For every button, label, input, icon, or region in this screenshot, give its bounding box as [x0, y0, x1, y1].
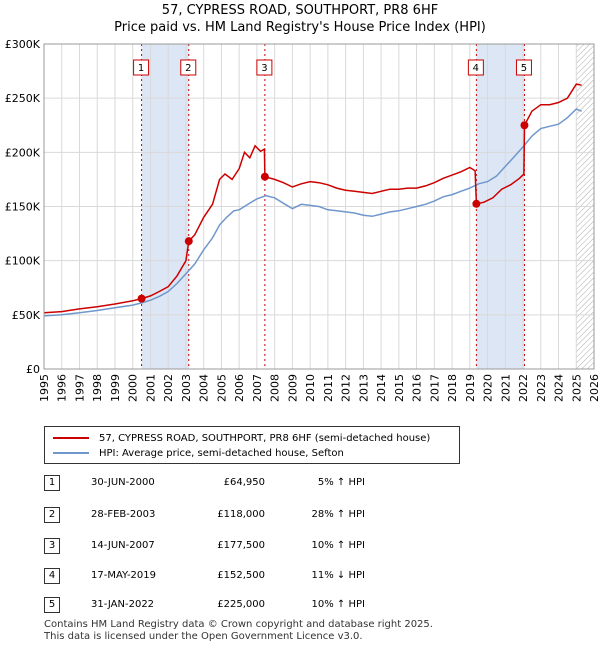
- x-tick-label: 2023: [535, 374, 548, 402]
- x-tick-label: 1997: [73, 374, 86, 402]
- x-tick-label: 2002: [162, 374, 175, 402]
- x-tick-label: 2026: [588, 374, 600, 402]
- y-tick-label: £0: [26, 363, 40, 376]
- x-tick-label: 1995: [38, 374, 51, 402]
- x-tick-label: 2005: [215, 374, 228, 402]
- x-tick-label: 2012: [340, 374, 353, 402]
- transaction-price: £152,500: [217, 570, 265, 581]
- x-tick-label: 2018: [446, 374, 459, 402]
- transaction-date: 30-JUN-2000: [91, 477, 155, 488]
- x-tick-label: 2003: [180, 374, 193, 402]
- transaction-marker: 4: [44, 568, 60, 584]
- x-tick-label: 2011: [322, 374, 335, 402]
- x-tick-label: 2019: [464, 374, 477, 402]
- legend-item-property: 57, CYPRESS ROAD, SOUTHPORT, PR8 6HF (se…: [53, 431, 430, 445]
- x-tick-label: 2014: [375, 374, 388, 402]
- y-tick-label: £200K: [5, 146, 41, 159]
- y-tick-label: £300K: [5, 38, 41, 51]
- sale-point: [472, 199, 481, 208]
- sale-point: [260, 172, 269, 181]
- chart-title: 57, CYPRESS ROAD, SOUTHPORT, PR8 6HF: [161, 3, 439, 18]
- legend-swatch-hpi: [53, 452, 89, 454]
- x-tick-label: 2020: [482, 374, 495, 402]
- footer-copyright: Contains HM Land Registry data © Crown c…: [44, 619, 433, 630]
- y-tick-label: £100K: [5, 255, 41, 268]
- transaction-marker: 5: [44, 597, 60, 613]
- transaction-date: 17-MAY-2019: [91, 570, 157, 581]
- transaction-marker: 3: [44, 538, 60, 554]
- x-tick-label: 2000: [127, 374, 140, 402]
- x-tick-label: 1999: [109, 374, 122, 402]
- chart-subtitle: Price paid vs. HM Land Registry's House …: [114, 20, 486, 35]
- x-tick-label: 2013: [357, 374, 370, 402]
- plot-border: [43, 43, 595, 370]
- sale-label-box: [133, 59, 150, 76]
- x-tick-label: 2004: [198, 374, 211, 402]
- transaction-marker: 2: [44, 507, 60, 523]
- sale-label-box: [180, 59, 197, 76]
- x-tick-label: 2008: [269, 374, 282, 402]
- sale-label: 4: [473, 63, 479, 74]
- transaction-price: £118,000: [217, 509, 265, 520]
- transaction-hpi-diff: 10% ↑ HPI: [311, 540, 365, 551]
- y-tick-label: £50K: [12, 309, 41, 322]
- sale-point: [137, 294, 146, 303]
- sale-label-box: [256, 59, 273, 76]
- sale-point: [184, 237, 193, 246]
- price-chart: 1 2 3 4 5 £0 £50K £100K £150K £200K £250K £300K 1995…: [5, 38, 600, 402]
- property-series-line: [43, 83, 582, 314]
- x-tick-label: 2001: [144, 374, 157, 402]
- sale-label: 5: [521, 63, 527, 74]
- x-tick-label: 2009: [286, 374, 299, 402]
- transaction-hpi-diff: 11% ↓ HPI: [311, 570, 365, 581]
- sale-label-box: [515, 59, 532, 76]
- y-tick-label: £250K: [5, 92, 41, 105]
- x-tick-label: 2010: [304, 374, 317, 402]
- x-tick-label: 2022: [517, 374, 530, 402]
- sale-label: 1: [138, 63, 144, 74]
- transaction-price: £64,950: [223, 477, 265, 488]
- sale-label: 3: [261, 63, 267, 74]
- x-tick-label: 1998: [91, 374, 104, 402]
- footer-license: This data is licensed under the Open Gov…: [44, 631, 363, 642]
- transaction-hpi-diff: 5% ↑ HPI: [317, 477, 365, 488]
- legend-swatch-property: [53, 437, 89, 439]
- hpi-series-line: [43, 108, 582, 317]
- x-tick-label: 2007: [251, 374, 264, 402]
- x-tick-label: 1996: [56, 374, 69, 402]
- transaction-date: 14-JUN-2007: [91, 540, 155, 551]
- transaction-marker: 1: [44, 475, 60, 491]
- sale-point: [520, 121, 529, 130]
- transaction-price: £225,000: [217, 599, 265, 610]
- x-tick-label: 2024: [553, 374, 566, 402]
- transaction-hpi-diff: 28% ↑ HPI: [311, 509, 365, 520]
- x-tick-label: 2016: [411, 374, 424, 402]
- x-tick-label: 2015: [393, 374, 406, 402]
- x-tick-label: 2021: [499, 374, 512, 402]
- y-tick-label: £150K: [5, 201, 41, 214]
- x-tick-label: 2025: [570, 374, 583, 402]
- transaction-hpi-diff: 10% ↑ HPI: [311, 599, 365, 610]
- transaction-date: 28-FEB-2003: [91, 509, 156, 520]
- x-tick-label: 2017: [428, 374, 441, 402]
- legend-item-hpi: HPI: Average price, semi-detached house,…: [53, 446, 344, 460]
- transaction-date: 31-JAN-2022: [91, 599, 155, 610]
- chart-legend: 57, CYPRESS ROAD, SOUTHPORT, PR8 6HF (se…: [44, 426, 460, 464]
- x-tick-label: 2006: [233, 374, 246, 402]
- sale-label-box: [467, 59, 484, 76]
- sale-label: 2: [185, 63, 191, 74]
- legend-label-hpi: HPI: Average price, semi-detached house,…: [99, 447, 344, 459]
- transaction-price: £177,500: [217, 540, 265, 551]
- legend-label-property: 57, CYPRESS ROAD, SOUTHPORT, PR8 6HF (se…: [99, 432, 431, 444]
